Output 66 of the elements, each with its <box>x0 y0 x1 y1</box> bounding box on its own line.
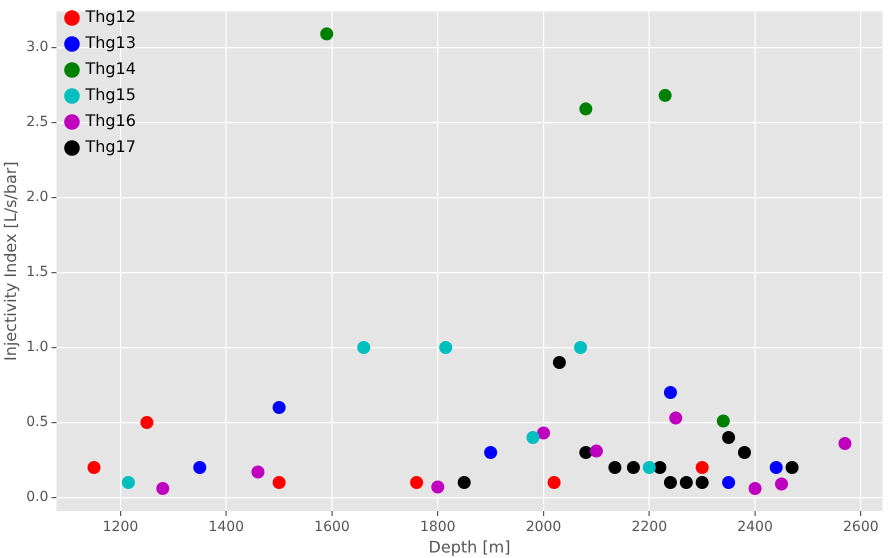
point <box>664 476 677 489</box>
point <box>357 340 370 354</box>
point <box>590 444 603 458</box>
point <box>537 426 550 440</box>
legend-label: Thg13 <box>84 33 136 52</box>
point <box>272 400 286 414</box>
y-tick-label: 2.0 <box>26 189 48 206</box>
point <box>251 465 264 478</box>
point <box>653 460 666 474</box>
point <box>439 340 452 354</box>
x-axis-title: Depth [m] <box>428 538 510 557</box>
point <box>458 476 471 489</box>
x-tick-label: 1600 <box>314 519 350 536</box>
point <box>748 482 762 495</box>
legend-label: Thg15 <box>84 85 136 104</box>
y-tick-label: 0.0 <box>26 489 48 506</box>
point <box>696 460 709 474</box>
point <box>193 460 206 474</box>
point <box>774 477 788 490</box>
point <box>626 460 640 474</box>
legend-label: Thg17 <box>84 137 136 156</box>
x-tick-label: 2600 <box>843 519 879 536</box>
point <box>156 482 170 495</box>
y-tick-label: 2.5 <box>26 114 48 130</box>
y-axis-title: Injectivity Index [L/s/bar] <box>0 161 20 361</box>
legend-label: Thg12 <box>84 7 136 26</box>
point <box>722 476 736 489</box>
y-tick-label: 3.0 <box>26 39 48 56</box>
point <box>579 446 592 459</box>
point <box>738 446 751 459</box>
y-tick-label: 1.5 <box>26 264 48 280</box>
point <box>658 88 672 102</box>
point <box>608 460 622 474</box>
point <box>552 356 566 369</box>
x-tick-label: 2400 <box>737 519 773 536</box>
point <box>664 386 677 399</box>
point <box>526 430 540 444</box>
point <box>696 476 709 489</box>
point <box>431 480 444 494</box>
point <box>716 414 730 428</box>
point <box>410 476 424 489</box>
x-tick-label: 1200 <box>102 519 138 536</box>
point <box>770 460 783 474</box>
point <box>786 460 799 474</box>
y-tick-label: 0.5 <box>26 414 48 430</box>
x-tick-label: 1400 <box>208 519 244 536</box>
point <box>140 416 154 429</box>
point <box>320 27 334 40</box>
point <box>642 460 656 474</box>
x-tick-label: 2200 <box>631 519 668 536</box>
legend-label: Thg16 <box>84 111 136 130</box>
point <box>122 476 135 489</box>
point <box>722 430 736 444</box>
point <box>579 102 592 116</box>
point <box>548 476 561 489</box>
x-tick-label: 1800 <box>420 519 456 536</box>
point <box>272 476 286 489</box>
point <box>88 460 101 474</box>
point <box>838 436 852 450</box>
point <box>680 476 693 489</box>
legend-label: Thg14 <box>84 59 136 78</box>
point <box>669 411 682 424</box>
y-tick-label: 1.0 <box>26 339 48 356</box>
point <box>484 446 498 459</box>
x-tick-label: 2000 <box>526 519 562 536</box>
point <box>574 340 588 354</box>
